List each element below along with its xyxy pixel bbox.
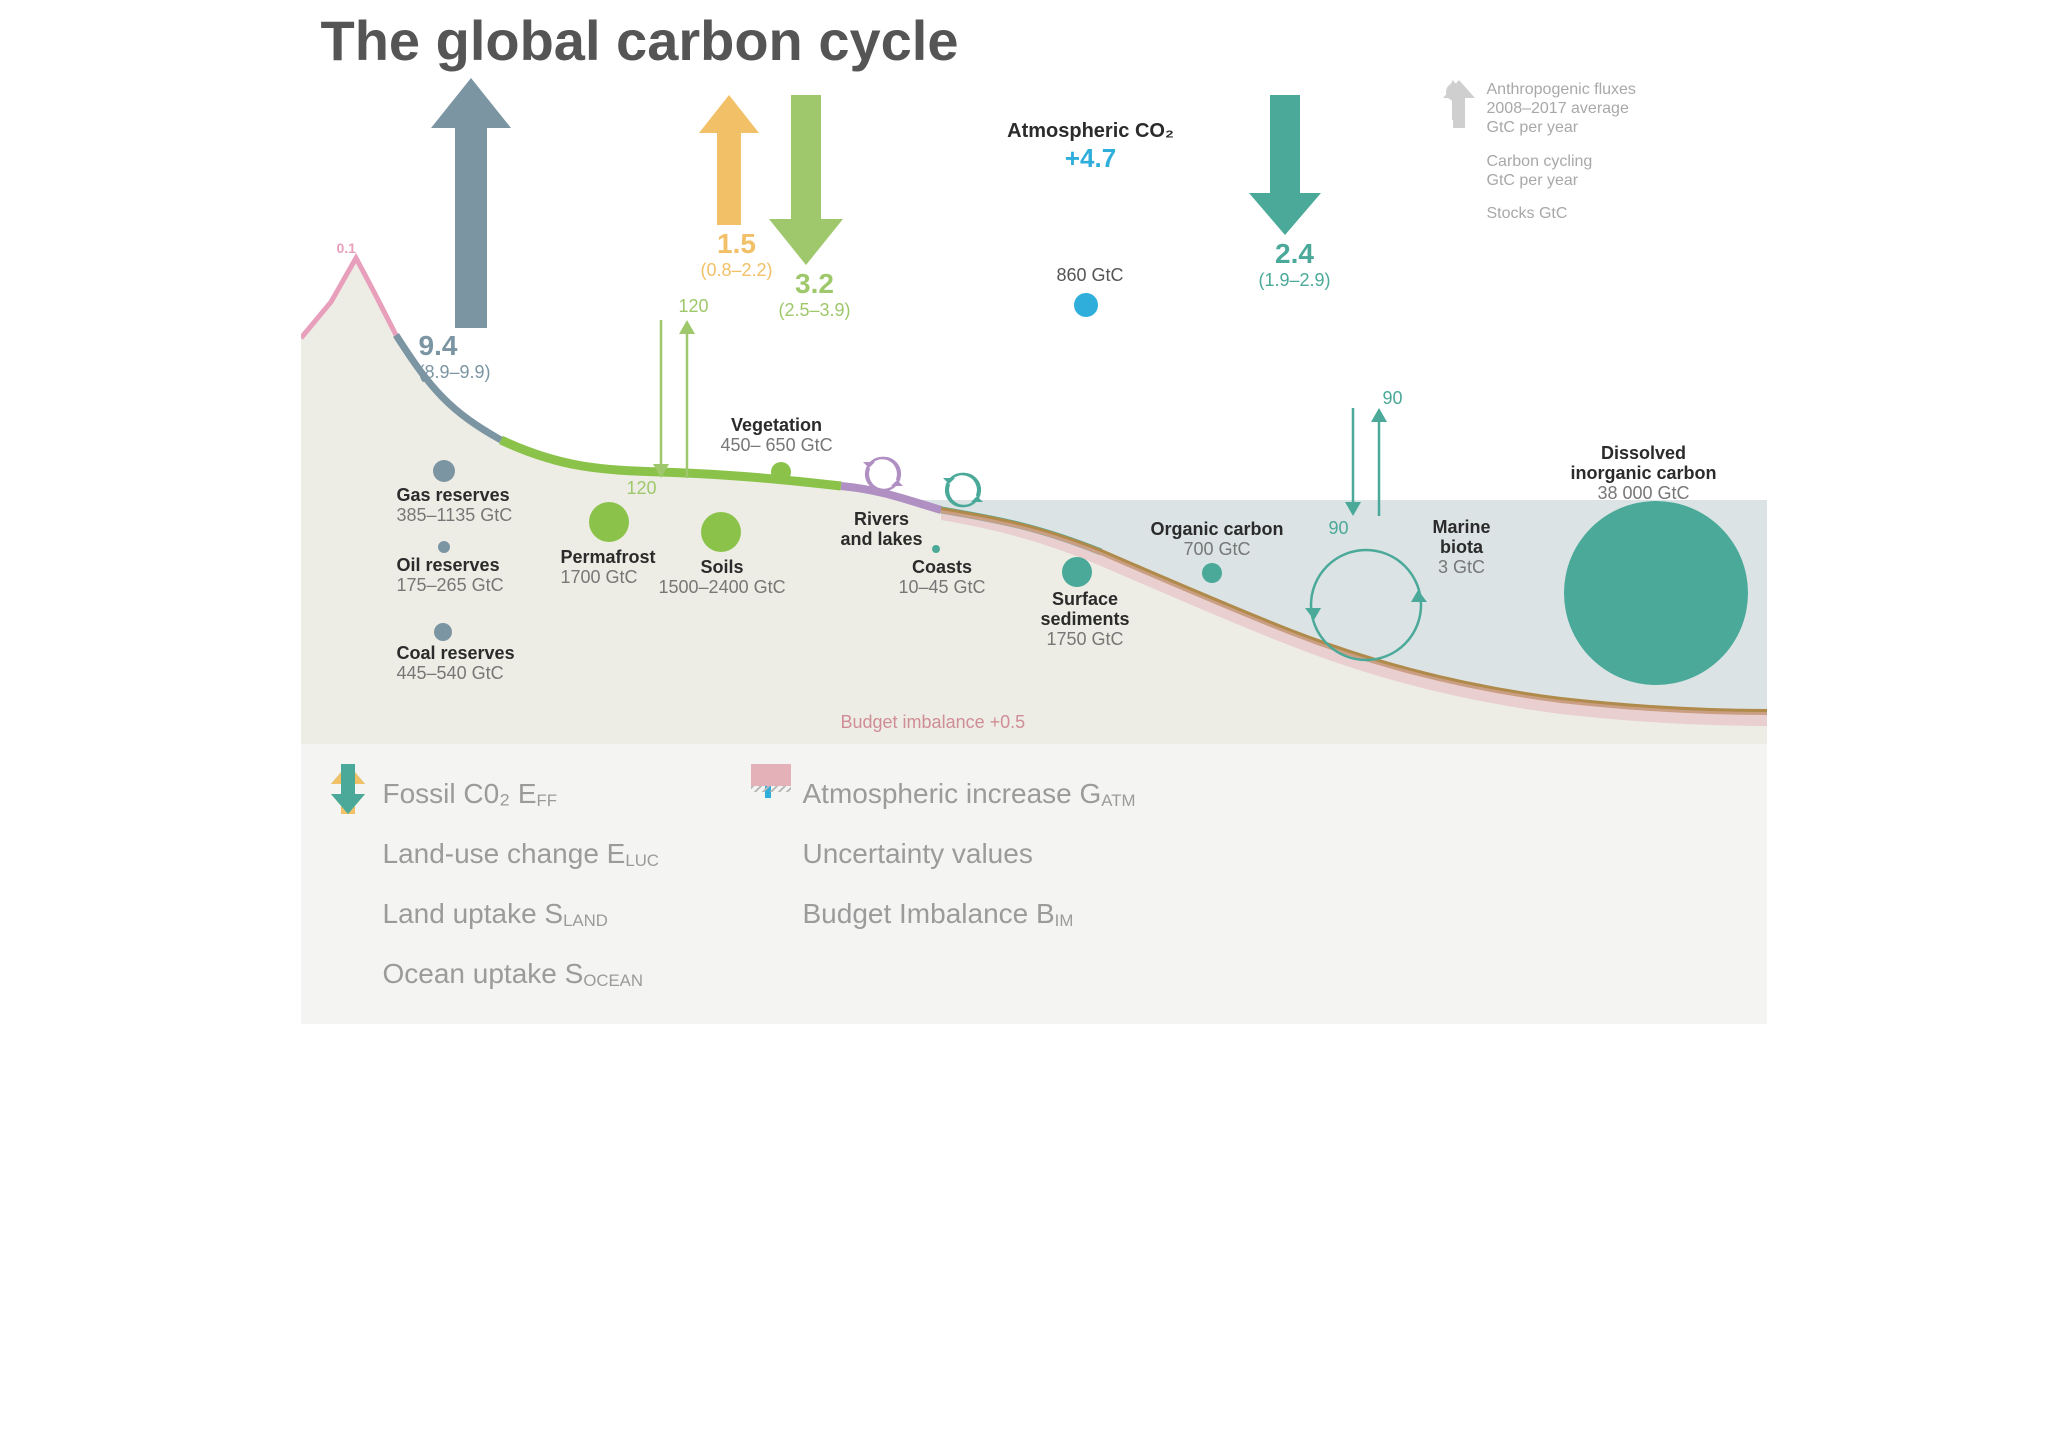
legend-fossil: Fossil C0₂ EFF [331, 764, 659, 824]
legend-uncertainty: Uncertainty values [751, 824, 1136, 884]
legend-budget: Budget Imbalance BIM [751, 884, 1136, 944]
fossil-value: 9.4 (8.9–9.9) [419, 330, 491, 383]
coal-label: Coal reserves445–540 GtC [397, 644, 515, 684]
soils-dot [699, 510, 743, 554]
permafrost-label: Permafrost1700 GtC [561, 548, 656, 588]
key-cycling: Carbon cyclingGtC per year [1443, 152, 1743, 190]
biota-label: Marine biota3 GtC [1433, 518, 1491, 577]
ocean-arrow [1249, 95, 1321, 235]
soils-label: Soils1500–2400 GtC [659, 558, 786, 598]
legend-land: Land uptake SLAND [331, 884, 659, 944]
oil-label: Oil reserves175–265 GtC [397, 556, 504, 596]
carbon-cycle-infographic: The global carbon cycle Anthropogenic fl… [301, 0, 1767, 1024]
ocean-cycling-arrows [1341, 398, 1391, 518]
atm-stock-dot [1071, 290, 1101, 320]
budget-imbalance: Budget imbalance +0.5 [841, 712, 1026, 733]
ocean-value: 2.4 (1.9–2.9) [1259, 238, 1331, 291]
atmosphere: Atmospheric CO₂ +4.7 [981, 120, 1201, 174]
oil-dot [437, 540, 451, 554]
fossil-arrow [431, 78, 511, 328]
coal-dot [433, 622, 453, 642]
legend-key: Anthropogenic fluxes2008–2017 averageGtC… [1443, 80, 1743, 237]
sediments-dot [1061, 556, 1093, 588]
rivers-cycle-icon [861, 452, 905, 496]
ocean-cycle-up: 90 [1383, 388, 1403, 409]
page-title: The global carbon cycle [321, 8, 959, 73]
luc-value: 1.5 (0.8–2.2) [701, 228, 773, 281]
land-cycling-arrows [649, 310, 699, 480]
key-anthro: Anthropogenic fluxes2008–2017 averageGtC… [1443, 80, 1743, 138]
legend-footer: Fossil C0₂ EFFLand-use change ELUCLand u… [301, 744, 1767, 1024]
legend-luc: Land-use change ELUC [331, 824, 659, 884]
land-arrow [769, 95, 843, 265]
dic-dot [1561, 498, 1751, 688]
atm-stock: 860 GtC [1057, 265, 1124, 285]
key-stocks: Stocks GtC [1443, 204, 1743, 223]
legend-atm: Atmospheric increase GATM [751, 764, 1136, 824]
dic-label: Dissolved inorganic carbon38 000 GtC [1571, 444, 1717, 503]
veg-dot [769, 460, 793, 484]
organic-label: Organic carbon700 GtC [1151, 520, 1284, 560]
luc-arrow [699, 95, 759, 225]
gas-label: Gas reserves385–1135 GtC [397, 486, 513, 526]
land-cycle-up: 120 [679, 296, 709, 317]
coasts-dot [931, 544, 941, 554]
ocean-circ-icon [1301, 540, 1431, 670]
veg-label: Vegetation450– 650 GtC [721, 416, 833, 456]
coasts-label: Coasts10–45 GtC [899, 558, 986, 598]
permafrost-dot [587, 500, 631, 544]
rivers-label: Rivers and lakes [841, 510, 923, 550]
sediments-label: Surface sediments1750 GtC [1041, 590, 1130, 649]
ocean-cycle-down: 90 [1329, 518, 1349, 539]
land-value: 3.2 (2.5–3.9) [779, 268, 851, 321]
gas-dot [431, 458, 457, 484]
organic-dot [1201, 562, 1223, 584]
land-cycle-down: 120 [627, 478, 657, 499]
legend-ocean: Ocean uptake SOCEAN [331, 944, 659, 1004]
coasts-cycle-icon [941, 468, 985, 512]
volcano-value: 0.1 [337, 240, 356, 256]
